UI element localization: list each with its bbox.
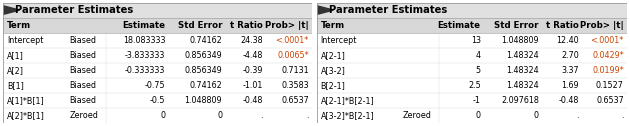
Text: 1.69: 1.69 [561,81,579,90]
Text: Term: Term [321,21,345,30]
Bar [317,3,627,18]
Text: 1.48324: 1.48324 [507,66,539,75]
Text: -3.833333: -3.833333 [125,51,165,60]
Text: -1.01: -1.01 [243,81,263,90]
Text: t Ratio: t Ratio [546,21,579,30]
Text: Biased: Biased [69,81,96,90]
Text: 0: 0 [217,111,222,120]
Bar [317,33,627,48]
Text: B[1]: B[1] [7,81,24,90]
Bar [3,63,312,78]
Text: Intercept: Intercept [7,36,43,45]
Text: 0.74162: 0.74162 [190,81,222,90]
Text: Parameter Estimates: Parameter Estimates [15,5,133,15]
Text: 5: 5 [476,66,481,75]
Text: 2.70: 2.70 [561,51,579,60]
Text: 0: 0 [160,111,165,120]
Text: 0.6537: 0.6537 [596,96,624,105]
Text: Parameter Estimates: Parameter Estimates [329,5,447,15]
Bar [317,48,627,63]
Text: Intercept: Intercept [321,36,357,45]
Text: 0: 0 [534,111,539,120]
Text: 1.48324: 1.48324 [507,81,539,90]
Bar [317,63,627,78]
Text: Biased: Biased [69,51,96,60]
Text: Zeroed: Zeroed [69,111,98,120]
Text: 1.048809: 1.048809 [185,96,222,105]
Text: -0.48: -0.48 [558,96,579,105]
Text: 2.097618: 2.097618 [501,96,539,105]
Text: t Ratio: t Ratio [230,21,263,30]
Text: 0.74162: 0.74162 [190,36,222,45]
Text: -0.48: -0.48 [243,96,263,105]
Text: 0: 0 [476,111,481,120]
Polygon shape [316,6,333,15]
Text: Prob> |t|: Prob> |t| [265,21,309,30]
Bar [3,108,312,123]
Text: 13: 13 [471,36,481,45]
Bar [3,78,312,93]
Text: 24.38: 24.38 [240,36,263,45]
Text: Zeroed: Zeroed [403,111,432,120]
Text: 0.6537: 0.6537 [281,96,309,105]
Text: -0.333333: -0.333333 [125,66,165,75]
Text: A[1]: A[1] [7,51,24,60]
Text: .: . [621,111,624,120]
Text: A[2-1]*B[2-1]: A[2-1]*B[2-1] [321,96,374,105]
Text: 0.7131: 0.7131 [281,66,309,75]
Bar [3,33,312,48]
Text: 0.3583: 0.3583 [281,81,309,90]
Text: 0.0065*: 0.0065* [277,51,309,60]
Text: Prob> |t|: Prob> |t| [580,21,624,30]
Text: 2.5: 2.5 [468,81,481,90]
Text: Biased: Biased [69,66,96,75]
Text: A[1]*B[1]: A[1]*B[1] [7,96,45,105]
Text: -1: -1 [473,96,481,105]
Bar [3,93,312,108]
Bar [317,18,627,33]
Text: 1.048809: 1.048809 [501,36,539,45]
Text: B[2-1]: B[2-1] [321,81,345,90]
Text: -0.75: -0.75 [145,81,165,90]
Text: Std Error: Std Error [178,21,222,30]
Text: Std Error: Std Error [495,21,539,30]
Text: -0.39: -0.39 [242,66,263,75]
Text: Biased: Biased [69,36,96,45]
Text: Biased: Biased [69,96,96,105]
Text: 12.40: 12.40 [556,36,579,45]
Text: 0.856349: 0.856349 [185,66,222,75]
Text: 0.856349: 0.856349 [185,51,222,60]
Bar [3,18,312,33]
Text: <.0001*: <.0001* [275,36,309,45]
Text: A[3-2]*B[2-1]: A[3-2]*B[2-1] [321,111,374,120]
Text: 4: 4 [476,51,481,60]
Bar [317,93,627,108]
Text: .: . [306,111,309,120]
Text: Term: Term [7,21,31,30]
Polygon shape [3,6,20,15]
Text: 0.1527: 0.1527 [596,81,624,90]
Text: A[2-1]: A[2-1] [321,51,345,60]
Bar [317,78,627,93]
Text: 1.48324: 1.48324 [507,51,539,60]
Text: 0.0199*: 0.0199* [592,66,624,75]
Text: Estimate: Estimate [438,21,481,30]
Text: A[2]*B[1]: A[2]*B[1] [7,111,45,120]
Bar [317,108,627,123]
Text: A[2]: A[2] [7,66,24,75]
Text: <.0001*: <.0001* [590,36,624,45]
Text: -4.48: -4.48 [243,51,263,60]
Text: -0.5: -0.5 [150,96,165,105]
Text: 0.0429*: 0.0429* [592,51,624,60]
Text: 18.083333: 18.083333 [123,36,165,45]
Text: Estimate: Estimate [122,21,165,30]
Text: .: . [576,111,579,120]
Text: A[3-2]: A[3-2] [321,66,345,75]
Bar [3,3,312,18]
Text: .: . [260,111,263,120]
Text: 3.37: 3.37 [561,66,579,75]
Bar [3,48,312,63]
